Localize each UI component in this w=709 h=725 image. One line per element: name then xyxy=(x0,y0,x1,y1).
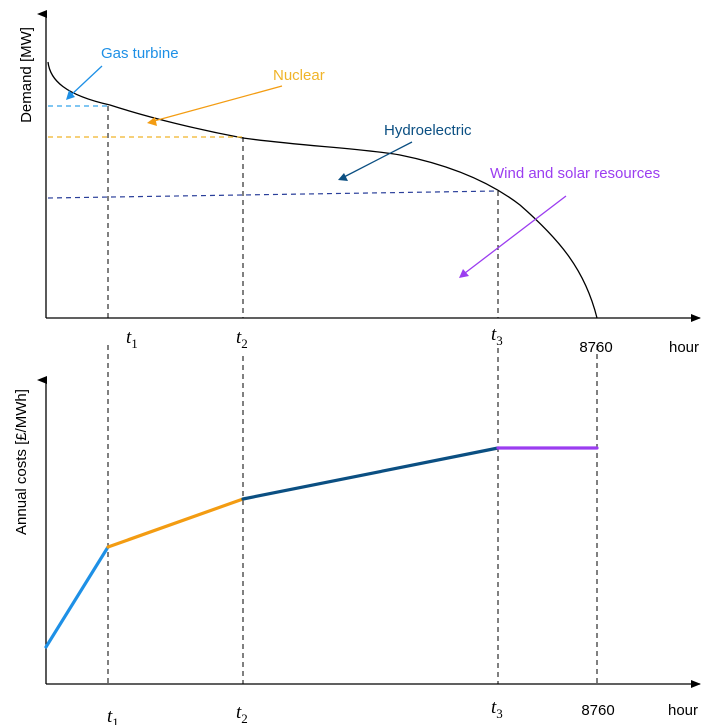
cost-x-label: hour xyxy=(668,702,698,719)
wind-solar-label: Wind and solar resources xyxy=(490,165,660,182)
hydroelectric-arrowhead xyxy=(338,173,348,181)
demand-end-label: 8760 xyxy=(579,339,612,356)
demand-panel: Demand [MW] hour 8760 t1 t2 t3 Gas turbi… xyxy=(18,10,701,356)
tick-t1-top: t1 xyxy=(126,327,138,351)
cost-end-label: 8760 xyxy=(581,702,614,719)
wind-solar-arrowhead xyxy=(459,269,469,278)
tick-t1-bottom: t1 xyxy=(107,706,119,725)
nuclear-arrow xyxy=(153,85,283,122)
tick-t2-top: t2 xyxy=(236,327,248,351)
hydroelectric-label: Hydroelectric xyxy=(384,122,472,139)
hydroelectric-arrow xyxy=(343,141,413,178)
wind-solar-arrow xyxy=(464,195,567,274)
nuclear-label: Nuclear xyxy=(273,67,325,84)
nuclear-arrowhead xyxy=(147,117,157,126)
gas-turbine-arrow xyxy=(69,65,103,97)
tick-t3-top: t3 xyxy=(491,324,503,348)
gas-turbine-label: Gas turbine xyxy=(101,45,179,62)
tick-t3-bottom: t3 xyxy=(491,697,503,721)
nuclear-cost-segment xyxy=(106,497,245,549)
hydro-cost-segment xyxy=(241,446,500,501)
load-duration-curve xyxy=(47,61,598,319)
tick-t2-bottom: t2 xyxy=(236,702,248,725)
gas-cost-segment xyxy=(44,545,110,649)
cost-y-label: Annual costs [£/MWh] xyxy=(13,389,30,535)
demand-x-label: hour xyxy=(669,339,699,356)
demand-y-label: Demand [MW] xyxy=(18,27,35,123)
gas-turbine-arrowhead xyxy=(66,90,75,100)
cost-panel: Annual costs [£/MWh] hour 8760 t1 t2 t3 xyxy=(13,345,701,725)
hydro-level-dash xyxy=(47,190,499,199)
